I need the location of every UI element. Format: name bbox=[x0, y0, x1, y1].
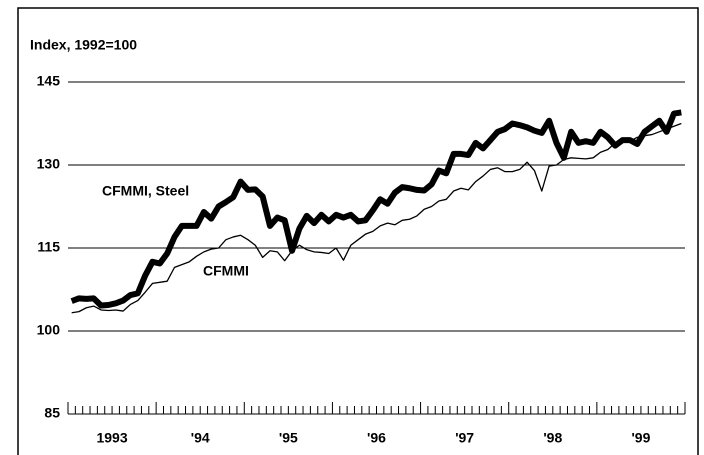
y-tick-label: 130 bbox=[37, 156, 61, 172]
x-tick-label: '98 bbox=[543, 430, 562, 446]
x-tick-label: '99 bbox=[631, 430, 650, 446]
y-tick-label: 115 bbox=[37, 239, 60, 255]
x-tick-label: '94 bbox=[191, 430, 210, 446]
series-line bbox=[71, 122, 682, 314]
x-tick-label: '96 bbox=[367, 430, 386, 446]
frame bbox=[17, 7, 699, 455]
y-tick-label: 85 bbox=[44, 405, 60, 421]
series-line bbox=[70, 109, 682, 309]
y-axis-title: Index, 1992=100 bbox=[30, 37, 137, 53]
x-tick-label: 1993 bbox=[96, 430, 127, 446]
x-tick-label: '97 bbox=[455, 430, 474, 446]
y-tick-label: 145 bbox=[37, 73, 61, 89]
y-tick-label: 100 bbox=[37, 322, 61, 338]
series-label: CFMMI bbox=[203, 263, 249, 279]
x-tick-label: '95 bbox=[279, 430, 298, 446]
series-label: CFMMI, Steel bbox=[102, 183, 189, 199]
